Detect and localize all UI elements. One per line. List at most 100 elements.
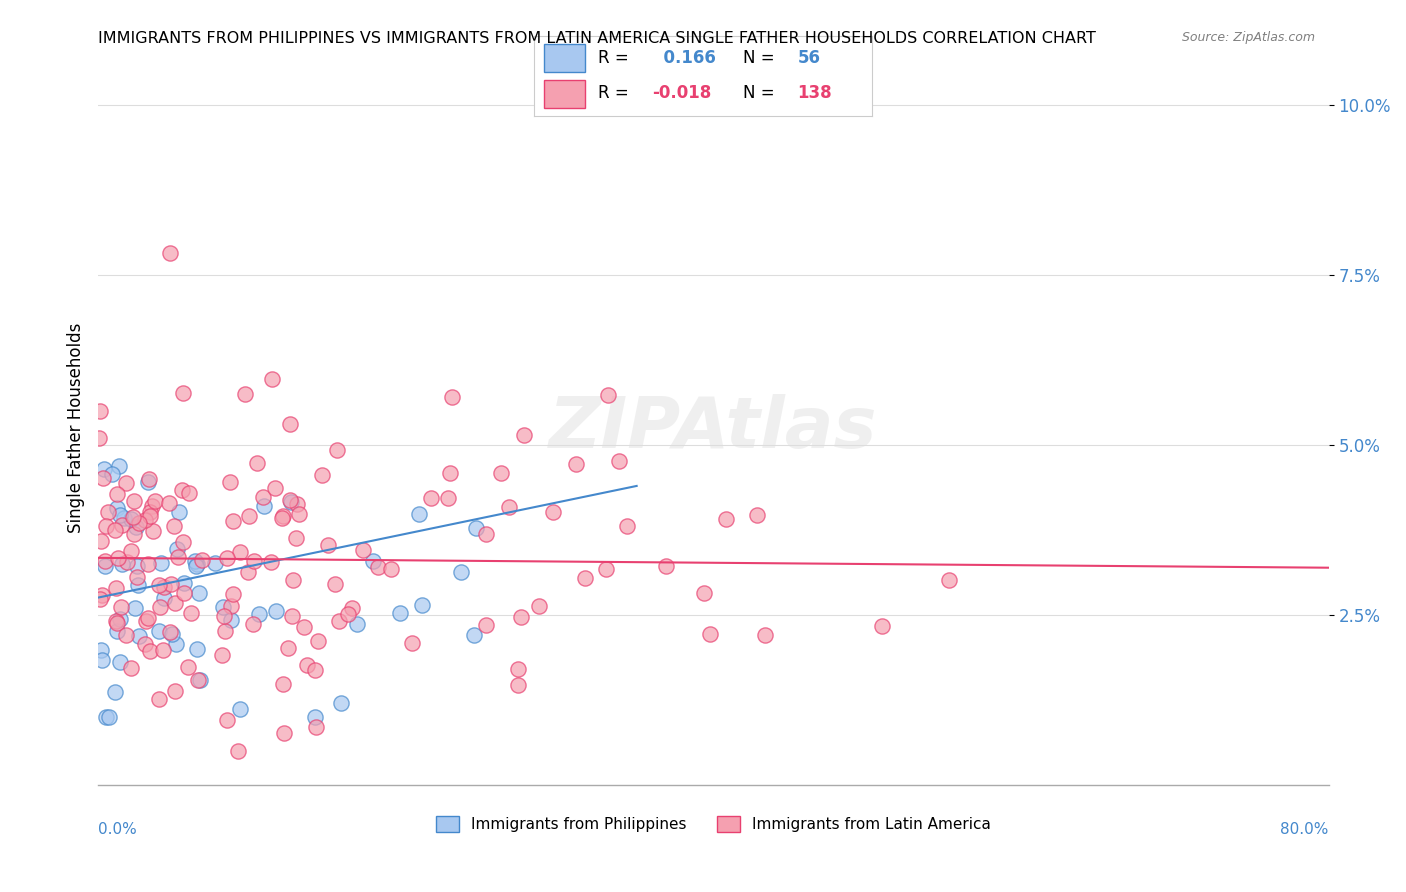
Point (489, 466, 512, 480)
Point (117, 555, 139, 569)
Text: -0.018: -0.018 (652, 85, 711, 103)
Point (607, 454, 630, 468)
Point (655, 559, 678, 574)
Point (90, 534, 112, 549)
Point (170, 483, 193, 497)
Point (110, 508, 132, 522)
Point (219, 613, 242, 627)
Point (177, 659, 200, 673)
Point (107, 551, 129, 566)
Point (463, 628, 485, 642)
Point (745, 508, 768, 522)
Point (401, 636, 423, 650)
Text: 0.0%: 0.0% (98, 822, 138, 837)
Point (152, 642, 174, 657)
Point (188, 586, 211, 600)
Point (754, 628, 776, 642)
Point (266, 604, 288, 618)
Point (125, 570, 148, 584)
Point (222, 587, 245, 601)
Point (229, 545, 252, 559)
Point (135, 614, 157, 628)
Point (283, 573, 305, 587)
Point (280, 495, 302, 509)
Point (153, 591, 176, 605)
Point (361, 554, 384, 568)
Point (441, 390, 464, 404)
Point (138, 644, 160, 658)
Point (305, 720, 328, 734)
Point (263, 481, 285, 495)
Point (128, 629, 150, 643)
Point (450, 565, 472, 579)
Point (157, 496, 180, 510)
Point (172, 385, 194, 400)
Point (420, 491, 443, 505)
Point (172, 535, 194, 549)
Point (111, 557, 134, 571)
Point (149, 600, 172, 615)
Point (98, 710, 121, 724)
Point (574, 571, 596, 585)
Point (104, 684, 127, 698)
Point (219, 475, 242, 489)
Point (120, 544, 142, 558)
Point (165, 684, 187, 698)
Point (91, 653, 114, 667)
Point (292, 620, 315, 634)
Point (870, 619, 893, 633)
Point (316, 538, 339, 552)
Point (138, 611, 160, 625)
Point (111, 518, 134, 533)
Point (287, 497, 309, 511)
Point (190, 552, 212, 566)
Point (595, 562, 617, 576)
Point (121, 509, 143, 524)
Point (163, 518, 186, 533)
Point (285, 532, 308, 546)
Point (160, 626, 183, 640)
Y-axis label: Single Father Households: Single Father Households (66, 323, 84, 533)
Point (529, 599, 551, 614)
Point (94, 710, 117, 724)
Point (498, 500, 520, 514)
Point (91, 471, 114, 485)
Point (277, 640, 299, 655)
Point (273, 677, 295, 691)
Point (138, 472, 160, 486)
Point (380, 562, 402, 576)
Point (211, 648, 233, 663)
Point (90, 642, 112, 657)
Point (236, 566, 259, 580)
Text: ZIPAtlas: ZIPAtlas (550, 393, 877, 463)
Point (304, 710, 326, 724)
Point (89, 404, 111, 418)
Point (242, 617, 264, 632)
Text: Source: ZipAtlas.com: Source: ZipAtlas.com (1181, 31, 1315, 45)
Point (307, 633, 329, 648)
Point (328, 614, 350, 628)
Point (184, 554, 207, 568)
Point (110, 612, 132, 626)
Point (340, 600, 363, 615)
Point (278, 417, 301, 431)
Point (271, 510, 294, 524)
Point (115, 628, 138, 642)
Point (94, 554, 117, 568)
Text: R =: R = (599, 49, 628, 67)
Point (329, 697, 352, 711)
Point (105, 487, 128, 501)
Point (714, 512, 737, 526)
Point (246, 456, 269, 470)
Point (281, 608, 304, 623)
Point (120, 661, 142, 675)
Point (136, 475, 159, 489)
Point (105, 624, 128, 639)
Point (141, 499, 163, 513)
Point (163, 596, 186, 610)
Point (219, 599, 242, 614)
Point (474, 618, 496, 632)
Point (217, 713, 239, 727)
Text: N =: N = (744, 85, 775, 103)
Point (288, 507, 311, 521)
